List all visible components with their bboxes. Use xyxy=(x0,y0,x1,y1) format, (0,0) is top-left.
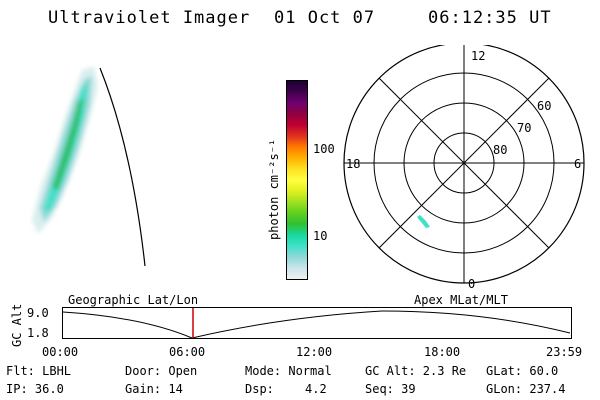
auroral-oval-emission xyxy=(32,66,98,234)
orbit-xtick-1200: 12:00 xyxy=(296,345,333,359)
info-mode: Mode: Normal xyxy=(245,364,332,378)
info-glat: GLat: 60.0 xyxy=(486,364,559,378)
mlat-label-80: 80 xyxy=(493,143,507,157)
mlt-label-6: 6 xyxy=(574,157,581,171)
mlt-label-18: 18 xyxy=(346,157,360,171)
info-gain: Gain: 14 xyxy=(125,382,183,396)
orbit-xtick-0600: 06:00 xyxy=(169,345,206,359)
mlat-label-70: 70 xyxy=(517,121,531,135)
earth-limb-line xyxy=(99,67,146,267)
orbit-xtick-1800: 18:00 xyxy=(424,345,461,359)
info-filter: Flt: LBHL xyxy=(6,364,72,378)
polar-mlt-plot: 12 0 18 6 60 70 80 xyxy=(343,45,585,291)
orbit-plot-frame xyxy=(62,307,572,339)
info-seq: Seq: 39 xyxy=(365,382,416,396)
info-dsp-value: 4.2 xyxy=(305,382,327,396)
orbit-ylabel: GC Alt xyxy=(10,303,24,347)
colorbar-unit-label: photon cm⁻²s⁻¹ xyxy=(267,138,281,240)
time-label: 06:12:35 UT xyxy=(428,8,552,28)
info-dsp-label: Dsp: xyxy=(245,382,274,396)
orbit-altitude-curve xyxy=(62,310,571,339)
colorbar-tick-100: 100 xyxy=(313,142,335,156)
info-gc-alt: GC Alt: 2.3 Re xyxy=(365,364,467,378)
geographic-image-panel xyxy=(32,66,146,267)
orbit-xtick-0000: 00:00 xyxy=(42,345,79,359)
instrument-title: Ultraviolet Imager xyxy=(48,8,251,28)
mlt-label-12: 12 xyxy=(471,49,485,63)
info-ip: IP: 36.0 xyxy=(6,382,64,396)
date-label: 01 Oct 07 xyxy=(274,8,376,28)
polar-emission-patch xyxy=(417,215,430,228)
colorbar-tick-10: 10 xyxy=(313,229,328,243)
orbit-ytick-1_8: 1.8 xyxy=(27,326,49,340)
orbit-altitude-plot xyxy=(62,307,572,339)
polar-diagonal-2 xyxy=(378,77,550,249)
info-glon: GLon: 237.4 xyxy=(486,382,566,396)
orbit-ytick-9: 9.0 xyxy=(27,306,49,320)
colorbar xyxy=(286,80,308,280)
mlat-label-60: 60 xyxy=(537,99,551,113)
mlt-label-0: 0 xyxy=(468,277,475,291)
orbit-xtick-2359: 23:59 xyxy=(546,345,583,359)
orbit-left-label: Geographic Lat/Lon xyxy=(68,293,199,307)
orbit-right-label: Apex MLat/MLT xyxy=(414,293,508,307)
info-door: Door: Open xyxy=(125,364,198,378)
